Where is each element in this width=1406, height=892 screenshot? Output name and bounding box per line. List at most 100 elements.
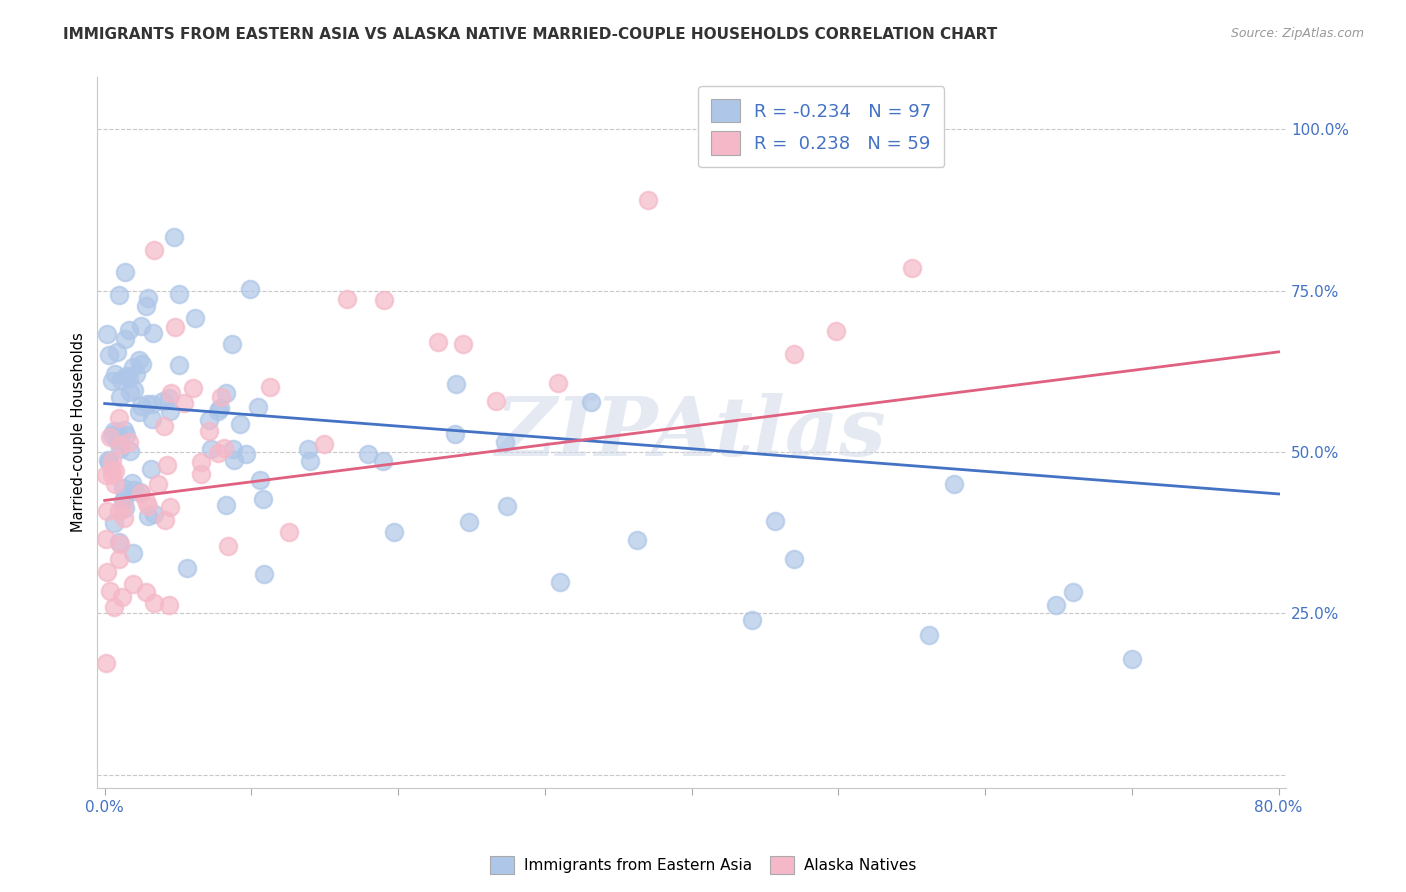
Point [190, 467, 212, 481]
Point [135, 585, 157, 599]
Text: Source: ZipAtlas.com: Source: ZipAtlas.com [1230, 27, 1364, 40]
Point [135, 494, 157, 508]
Point [357, 447, 380, 461]
Point [121, 360, 143, 375]
Point [208, 401, 231, 415]
Point [135, 299, 157, 313]
Point [128, 405, 150, 419]
Point [112, 481, 135, 495]
Point [900, 261, 922, 276]
Point [157, 391, 180, 405]
Point [458, 516, 481, 530]
Point [122, 577, 145, 591]
Legend: Immigrants from Eastern Asia, Alaska Natives: Immigrants from Eastern Asia, Alaska Nat… [484, 850, 922, 880]
Point [163, 320, 186, 334]
Point [485, 393, 508, 408]
Point [159, 500, 181, 514]
Point [1045, 598, 1067, 612]
Point [96, 565, 118, 579]
Point [152, 394, 174, 409]
Point [136, 397, 159, 411]
Point [217, 539, 239, 553]
Point [143, 596, 166, 610]
Point [110, 438, 132, 452]
Point [444, 376, 467, 391]
Point [108, 504, 131, 518]
Point [101, 454, 124, 468]
Point [252, 491, 274, 506]
Point [98, 584, 121, 599]
Point [96, 657, 118, 671]
Point [163, 230, 186, 244]
Point [110, 373, 132, 387]
Point [142, 507, 165, 521]
Point [494, 435, 516, 450]
Point [167, 358, 190, 372]
Point [107, 426, 129, 441]
Point [100, 428, 122, 442]
Point [146, 476, 169, 491]
Point [122, 483, 145, 498]
Point [184, 311, 207, 326]
Point [103, 516, 125, 530]
Point [118, 323, 141, 337]
Point [215, 498, 238, 512]
Point [131, 357, 153, 371]
Point [108, 535, 131, 549]
Point [167, 287, 190, 301]
Point [443, 427, 465, 442]
Point [198, 413, 221, 427]
Point [314, 437, 336, 451]
Point [215, 386, 238, 401]
Point [181, 381, 204, 395]
Point [111, 591, 134, 605]
Point [229, 417, 252, 431]
Point [122, 383, 145, 397]
Point [107, 288, 129, 302]
Point [141, 397, 163, 411]
Point [548, 574, 571, 589]
Point [783, 347, 806, 361]
Point [98, 454, 121, 468]
Point [114, 265, 136, 279]
Point [1121, 651, 1143, 665]
Point [115, 428, 138, 442]
Point [1062, 585, 1084, 599]
Point [277, 525, 299, 540]
Point [209, 390, 232, 404]
Point [108, 390, 131, 404]
Point [246, 400, 269, 414]
Point [212, 441, 235, 455]
Point [97, 452, 120, 467]
Point [173, 396, 195, 410]
Point [121, 476, 143, 491]
Point [763, 515, 786, 529]
Point [159, 403, 181, 417]
Point [108, 410, 131, 425]
Point [495, 500, 517, 514]
Point [336, 292, 359, 306]
Point [96, 326, 118, 341]
Point [138, 291, 160, 305]
Point [107, 552, 129, 566]
Point [103, 600, 125, 615]
Point [103, 424, 125, 438]
Point [427, 335, 450, 350]
Point [96, 504, 118, 518]
Point [111, 493, 134, 508]
Point [141, 462, 163, 476]
Point [917, 628, 939, 642]
Point [371, 453, 394, 467]
Y-axis label: Married-couple Households: Married-couple Households [72, 333, 86, 533]
Point [118, 371, 141, 385]
Point [249, 473, 271, 487]
Point [96, 467, 118, 482]
Legend: R = -0.234   N = 97, R =  0.238   N = 59: R = -0.234 N = 97, R = 0.238 N = 59 [699, 87, 943, 167]
Point [136, 499, 159, 513]
Point [637, 193, 659, 207]
Point [160, 385, 183, 400]
Point [453, 336, 475, 351]
Point [143, 243, 166, 257]
Point [120, 444, 142, 458]
Point [114, 501, 136, 516]
